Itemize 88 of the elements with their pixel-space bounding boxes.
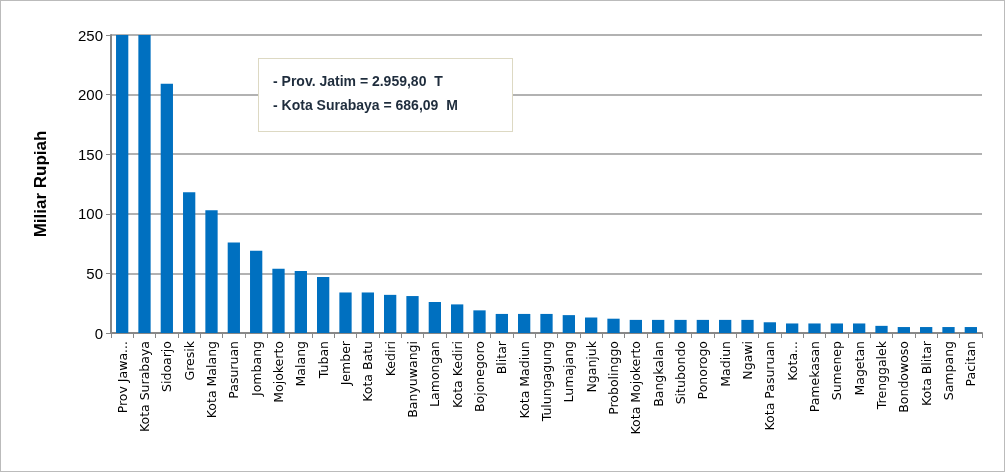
bar [227,242,240,333]
x-tick-label: Kota Mojokerto [628,341,644,435]
y-axis-title: Miliar Rupiah [31,130,50,238]
bar [696,319,709,333]
y-tick-label: 50 [86,264,103,282]
bar [272,268,285,333]
bar [942,327,955,333]
bar [607,318,620,333]
y-tick-label: 0 [94,324,103,342]
bar [741,319,754,333]
bar [250,250,263,333]
x-tick-label: Trenggalek [874,340,889,411]
x-tick-label: Lumajang [561,341,577,403]
bar [585,317,598,333]
bar [495,313,508,333]
x-tick-label: Pasuruan [226,341,242,399]
bar [562,315,575,333]
bar [763,322,776,333]
bar [540,313,553,333]
x-tick-label: Pacitan [963,341,979,387]
bar [160,83,173,333]
x-tick-label: Gresik [181,340,197,381]
bar [339,292,352,333]
x-tick-label: Sumenep [829,340,845,401]
x-tick-label: Madiun [717,341,733,387]
x-tick-label: Kota Madiun [516,341,532,419]
x-tick-label: Kota Blitar [918,340,934,406]
bar [183,192,196,333]
bar [116,35,129,333]
bar [629,319,642,333]
bar [518,313,531,333]
bar [652,319,665,333]
x-tick-label: Sampang [941,341,956,401]
y-tick-label: 250 [77,26,103,44]
x-tick-label: Tulungagung [539,341,554,423]
annotation: - Prov. Jatim = 2.959,80 T [273,72,444,91]
x-tick-label: Probolinggo [606,341,621,415]
y-tick-label: 200 [77,86,103,104]
x-tick-label: Pamekasan [807,341,822,413]
x-tick-label: Situbondo [673,341,688,405]
bar [317,276,330,333]
x-tick-label: Kediri [382,341,398,377]
bar [920,327,933,333]
bar [674,319,687,333]
bar [830,323,843,333]
x-tick-label: Kota... [784,341,800,381]
note-box: - Prov. Jatim = 2.959,80 T - Kota Surabaya = 686,09 M [258,58,513,132]
x-tick-label: Bojonegoro [472,341,487,413]
x-tick-label: Sidoarjo [159,341,175,392]
x-tick-label: Bangkalan [650,341,666,407]
bar [853,323,866,333]
x-tick-label: Blitar [494,340,510,375]
bar [719,319,732,333]
y-tick-label: 150 [77,145,103,163]
bar [473,310,486,333]
x-tick-label: Kota Surabaya [137,341,152,433]
bar [205,210,218,333]
x-tick-label: Kota Malang [204,341,219,419]
y-tick-label: 100 [77,205,103,223]
x-tick-label: Magetan [851,341,867,396]
x-tick-label: Lamongan [427,341,443,407]
x-tick-label: Prov Jawa... [114,341,130,414]
annotation: - Kota Surabaya = 686,09 M [273,96,459,115]
bar [294,271,307,333]
x-tick-label: Malang [293,341,309,387]
x-tick-label: Mojokerto [271,341,286,403]
bar [897,327,910,333]
x-tick-label: Kota Pasuruan [762,341,778,431]
bar [406,296,419,333]
bar [964,327,977,333]
bar [808,323,821,333]
x-tick-label: Jombang [248,341,264,397]
bar [361,292,374,333]
x-tick-label: Ngawi [740,341,755,380]
bar [138,35,151,333]
bar [875,325,888,333]
bar [451,304,464,333]
bar [384,294,397,333]
x-tick-label: Kota Batu [360,341,376,402]
bar [786,323,799,333]
x-tick-label: Bondowoso [896,341,912,413]
bar [428,302,441,333]
x-tick-label: Ponorogo [695,341,711,400]
x-tick-label: Kota Kediri [449,341,465,409]
x-tick-label: Nganjuk [583,340,599,393]
x-tick-label: Tuban [315,341,331,380]
x-tick-label: Banyuwangi [405,341,420,418]
x-tick-label: Jember [338,340,353,387]
